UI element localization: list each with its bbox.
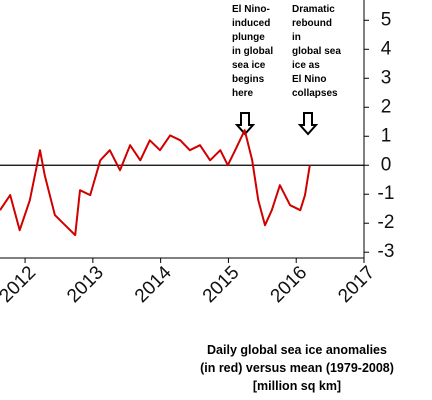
annotation: begins [232, 74, 265, 85]
y-tick-label: -2 [378, 212, 395, 233]
annotation: rebound [292, 18, 332, 29]
arrow [234, 112, 256, 136]
caption: [million sq km] [253, 379, 341, 393]
annotation: El Nino- [232, 4, 270, 15]
x-tick-label: 2012 [0, 262, 40, 307]
arrow [297, 112, 319, 136]
y-tick-label: -1 [378, 183, 395, 204]
y-tick-label: 0 [381, 154, 392, 175]
annotation: plunge [232, 32, 265, 43]
annotation: Dramatic [292, 4, 335, 15]
annotation: induced [232, 18, 270, 29]
x-tick-label: 2014 [131, 262, 176, 307]
annotation: ice as [292, 60, 320, 71]
annotation: in global [232, 46, 273, 57]
y-tick-label: 5 [381, 9, 392, 30]
annotation: sea ice [232, 60, 266, 71]
caption: Daily global sea ice anomalies [207, 343, 387, 357]
y-tick-label: 3 [381, 67, 392, 88]
annotation: collapses [292, 88, 338, 99]
annotation: global sea [292, 46, 341, 57]
x-tick-label: 2016 [267, 262, 312, 307]
caption: (in red) versus mean (1979-2008) [200, 361, 394, 375]
x-tick-label: 2013 [63, 262, 108, 307]
annotation: in [292, 32, 301, 43]
y-tick-label: 4 [381, 38, 392, 59]
y-tick-label: 1 [381, 125, 392, 146]
data-line [0, 129, 311, 237]
annotation: El Nino [292, 74, 326, 85]
x-tick-label: 2017 [334, 262, 379, 307]
y-tick-label: -3 [378, 241, 395, 262]
y-tick-label: 2 [381, 96, 392, 117]
x-tick-label: 2015 [199, 262, 244, 307]
annotation: here [232, 88, 254, 99]
